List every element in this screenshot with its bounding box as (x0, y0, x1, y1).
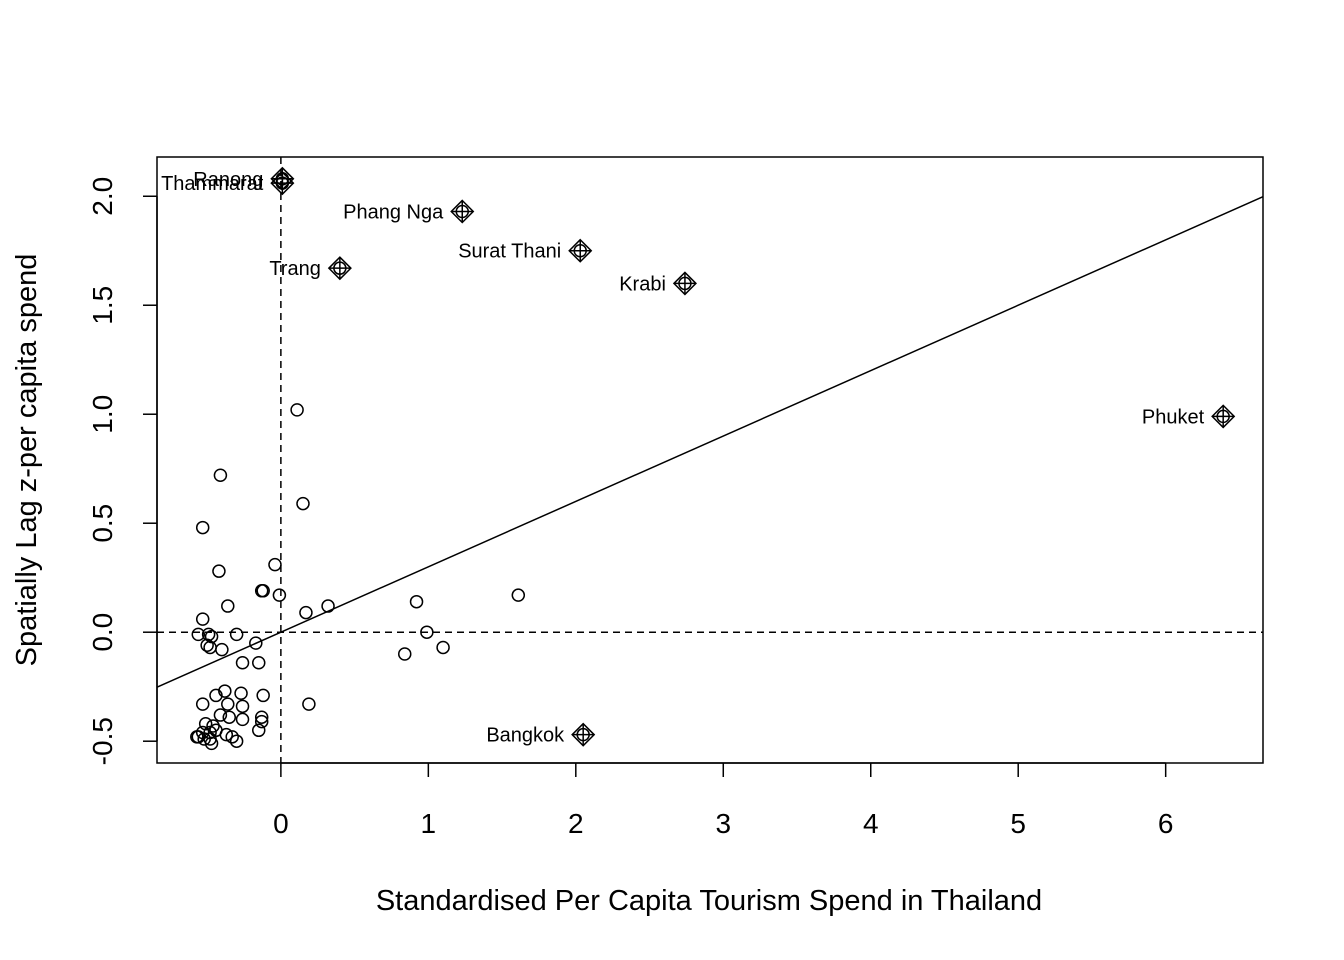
data-point (256, 688, 270, 703)
x-tick-label: 3 (715, 808, 731, 839)
influential-point: Bangkok (486, 722, 596, 747)
data-point (235, 655, 250, 670)
data-point (203, 640, 217, 655)
influential-point: Phang Nga (343, 199, 475, 224)
data-point (204, 736, 219, 751)
data-point (195, 612, 210, 626)
data-point (222, 710, 237, 724)
data-point (200, 638, 214, 653)
point-label: Trang (269, 258, 321, 280)
point-label: Ranong (193, 169, 263, 191)
x-tick-label: 4 (863, 808, 879, 839)
y-tick-label: 2.0 (87, 177, 118, 216)
x-tick-label: 0 (273, 808, 289, 839)
x-tick-label: 5 (1010, 808, 1026, 839)
data-point (409, 594, 424, 609)
y-axis: -0.5 0.0 0.5 1.0 1.5 2.0 (87, 177, 158, 765)
data-point (195, 697, 210, 711)
data-point (229, 734, 244, 748)
point-label: Phuket (1142, 406, 1205, 428)
data-point (268, 557, 282, 572)
data-point (213, 468, 228, 483)
influential-point: Krabi (619, 271, 697, 296)
point-label: Thammarat (161, 173, 264, 195)
point-label: Surat Thani (458, 241, 561, 263)
point-label: Phang Nga (343, 201, 444, 223)
point-label: Bangkok (486, 725, 565, 747)
data-point (420, 625, 434, 639)
y-axis-title: Spatially Lag z-per capita spend (11, 254, 43, 667)
data-points (190, 403, 526, 751)
data-point (234, 686, 248, 700)
data-point (197, 732, 211, 746)
data-point (221, 599, 235, 613)
data-point (190, 730, 204, 744)
influential-point: Thammarat (161, 171, 295, 196)
influential-point: Phuket (1142, 404, 1236, 429)
x-axis: 0 1 2 3 4 5 6 (273, 762, 1174, 839)
x-axis-title: Standardised Per Capita Tourism Spend in… (376, 885, 1042, 917)
data-point (252, 655, 266, 670)
data-point (290, 403, 304, 417)
data-point (299, 605, 313, 620)
data-point (252, 723, 266, 738)
data-point (191, 627, 206, 642)
point-label: Krabi (619, 273, 666, 295)
data-point (235, 699, 250, 714)
data-point (229, 627, 244, 642)
data-point (296, 496, 310, 511)
data-point (198, 717, 213, 731)
data-point (195, 520, 210, 535)
data-point (235, 712, 250, 727)
data-point (218, 684, 232, 698)
data-point (436, 640, 450, 655)
data-point (204, 629, 219, 644)
influential-point: Trang (269, 256, 352, 281)
y-tick-label: -0.5 (87, 717, 118, 765)
data-point (321, 599, 335, 613)
reference-lines (157, 157, 1263, 763)
y-tick-label: 0.5 (87, 504, 118, 543)
data-point (254, 710, 269, 724)
data-point (225, 730, 239, 744)
data-point (219, 727, 234, 742)
y-tick-label: 1.5 (87, 286, 118, 325)
data-point (272, 588, 287, 602)
plot-area (156, 156, 1264, 764)
data-point (511, 588, 526, 602)
data-point (201, 627, 216, 642)
influential-point: Surat Thani (458, 238, 593, 263)
regression-line (157, 195, 1263, 688)
y-tick-label: 1.0 (87, 395, 118, 434)
y-tick-label: 0.0 (87, 613, 118, 652)
data-point (215, 642, 229, 657)
x-tick-label: 6 (1158, 808, 1174, 839)
data-point (212, 564, 226, 578)
data-point (254, 714, 269, 729)
plot-frame (156, 156, 1264, 764)
data-point (397, 647, 412, 661)
data-point (213, 708, 228, 722)
data-point (209, 688, 223, 703)
data-point (302, 697, 316, 711)
x-tick-label: 1 (421, 808, 437, 839)
data-point (221, 697, 235, 711)
data-point (249, 636, 263, 650)
regression-line-group (157, 195, 1263, 688)
data-point (256, 584, 270, 598)
x-tick-label: 2 (568, 808, 584, 839)
